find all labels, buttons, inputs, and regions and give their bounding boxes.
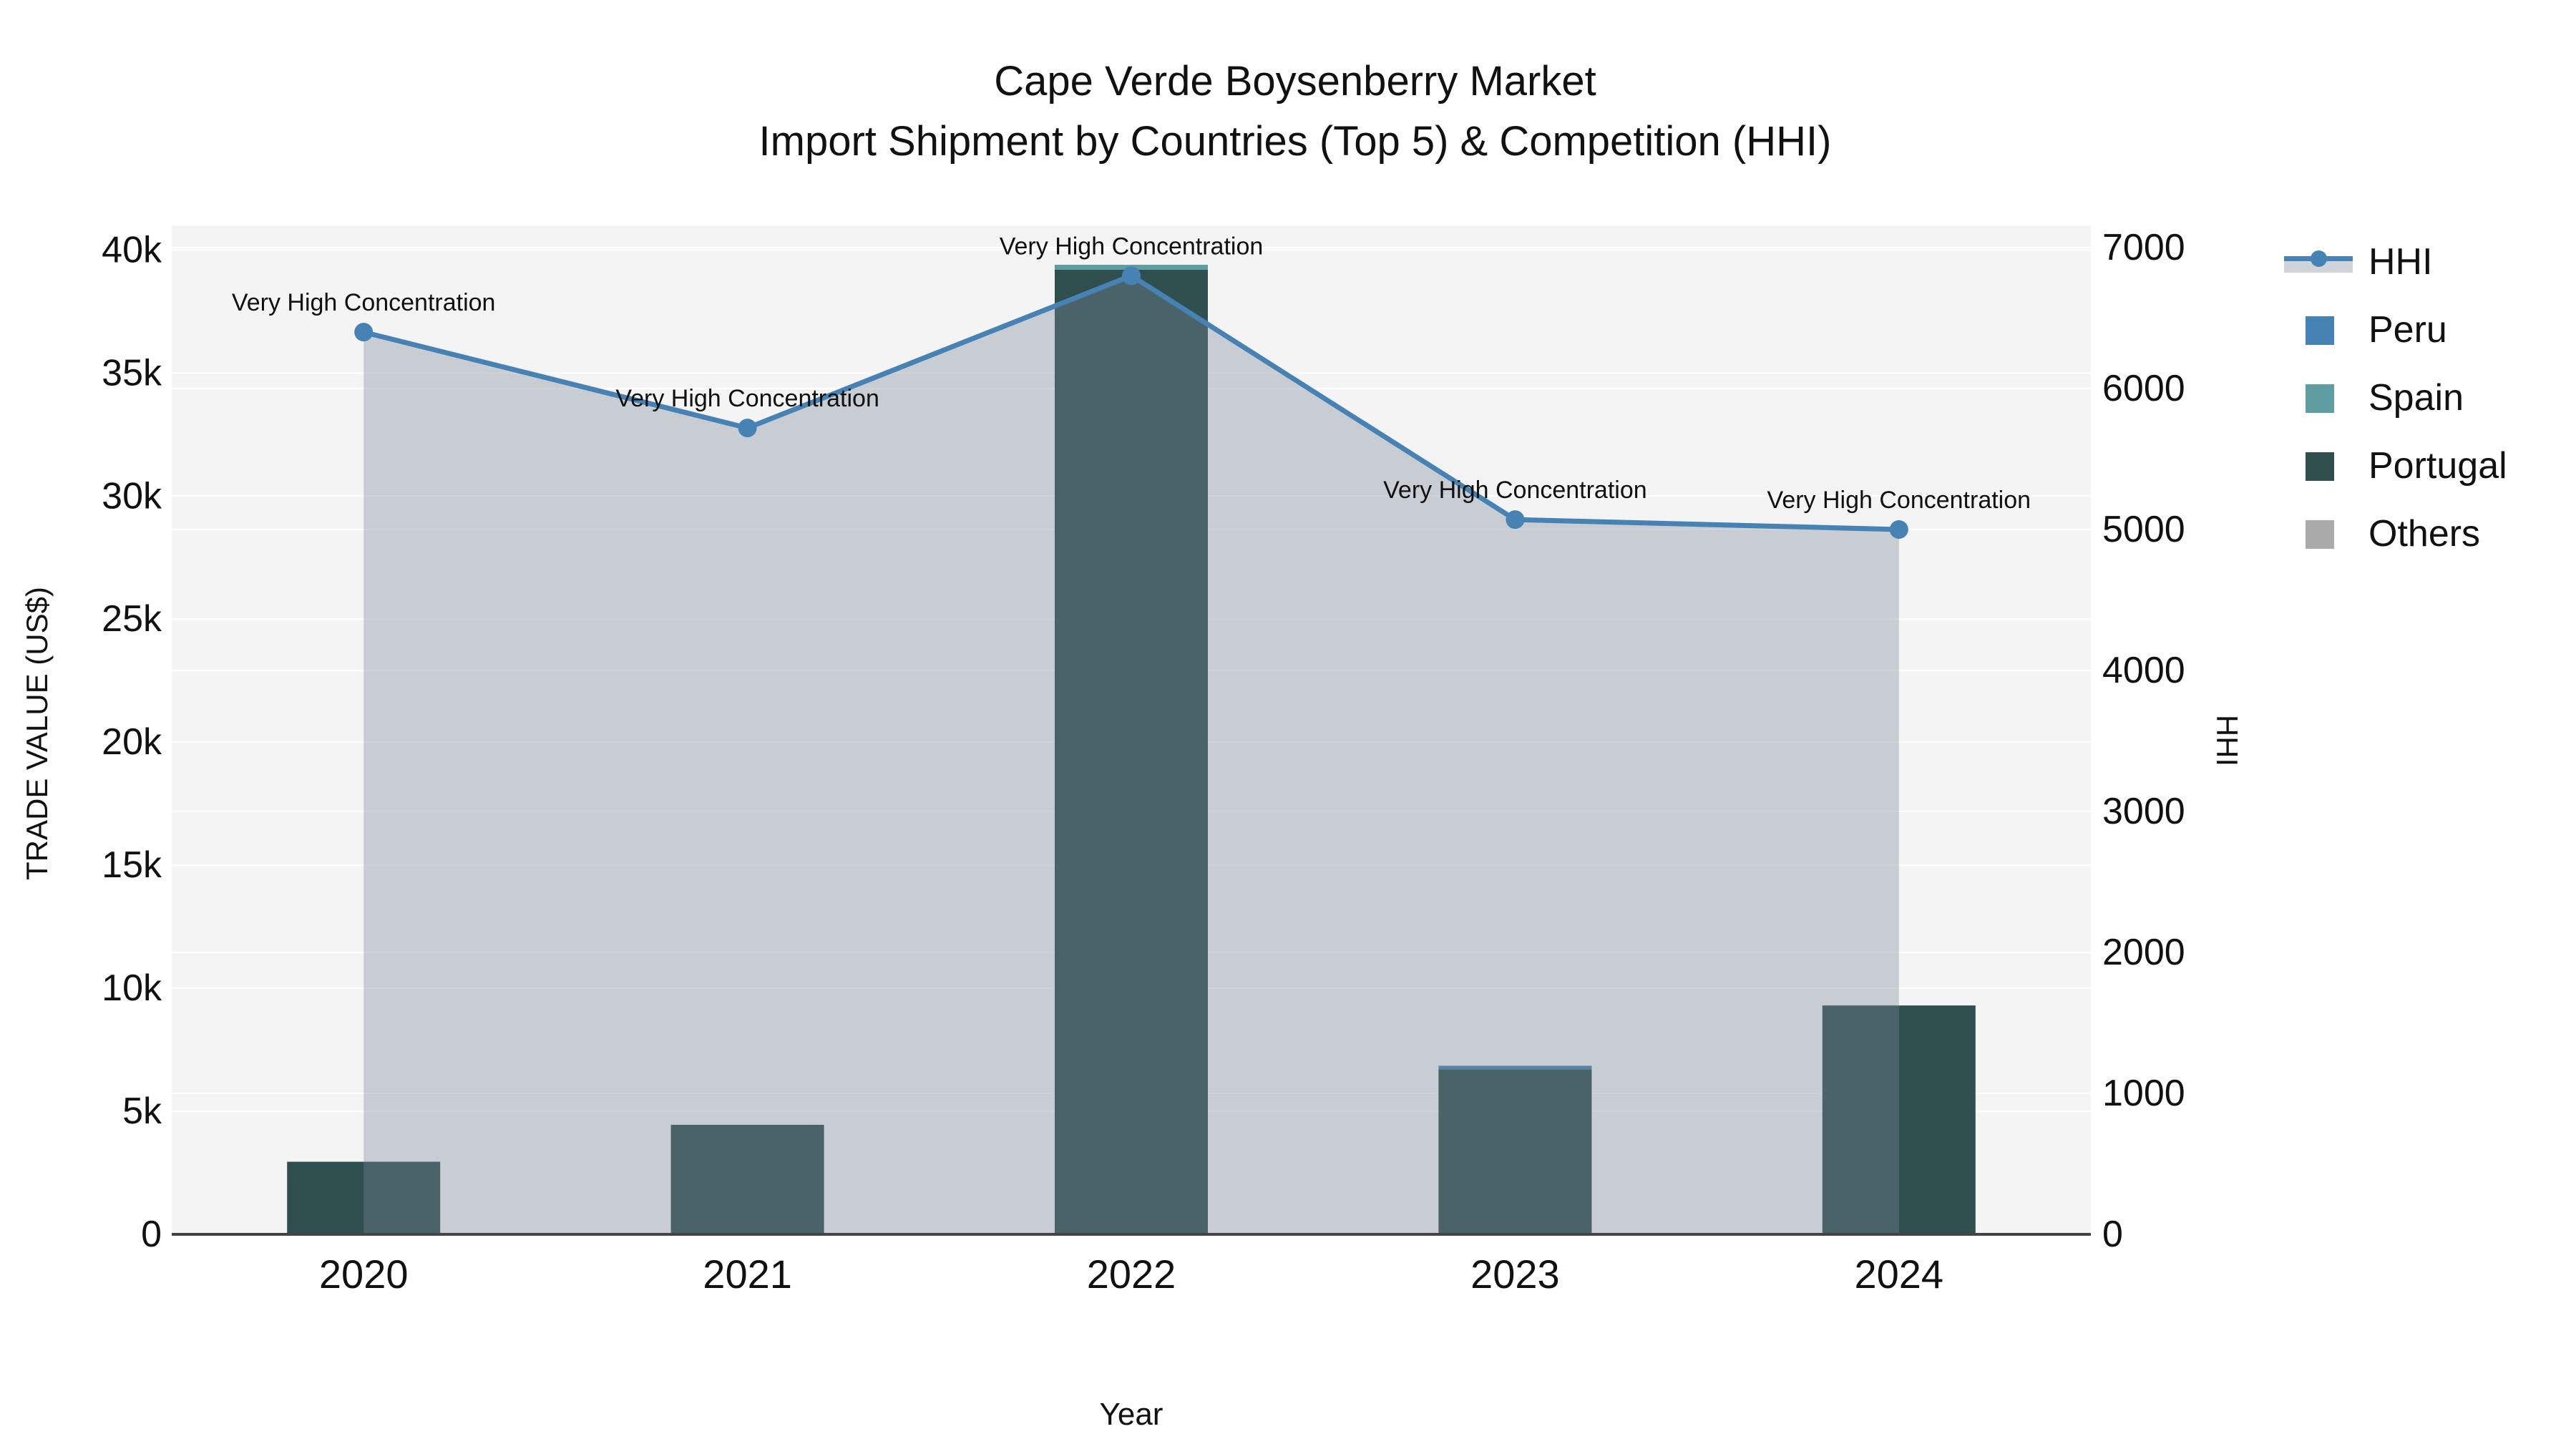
legend-item-others[interactable]: Others	[2284, 499, 2507, 567]
hhi-marker-2020	[354, 323, 374, 342]
legend-item-spain[interactable]: Spain	[2284, 364, 2507, 431]
legend-item-hhi[interactable]: HHI	[2284, 228, 2507, 296]
annotation-2020: Very High Concentration	[232, 289, 496, 316]
hhi-marker-2024	[1889, 519, 1908, 539]
bar-2023-portugal	[1438, 1069, 1592, 1234]
bar-2023-peru	[1438, 1065, 1592, 1070]
hhi-marker-2023	[1506, 510, 1525, 530]
legend-label: Peru	[2368, 308, 2447, 351]
x-axis-title: Year	[1099, 1397, 1163, 1432]
right-tick-2000: 2000	[2102, 932, 2185, 973]
x-tick-2024: 2024	[1855, 1252, 1944, 1297]
right-tick-5000: 5000	[2102, 509, 2185, 550]
x-tick-2022: 2022	[1087, 1252, 1176, 1297]
annotation-2021: Very High Concentration	[615, 385, 879, 412]
hhi-line-marker-icon	[2284, 246, 2356, 278]
color-swatch-icon	[2284, 450, 2356, 482]
legend-label: HHI	[2368, 240, 2433, 283]
left-tick-30k: 30k	[102, 475, 162, 517]
legend-label: Others	[2368, 512, 2481, 555]
legend-item-peru[interactable]: Peru	[2284, 296, 2507, 364]
hhi-area-fill	[364, 275, 1899, 1235]
bar-2021-portugal	[670, 1124, 824, 1234]
right-tick-6000: 6000	[2102, 368, 2185, 409]
left-tick-15k: 15k	[102, 844, 162, 886]
annotation-2024: Very High Concentration	[1767, 487, 2031, 514]
legend-label: Spain	[2368, 376, 2464, 419]
color-swatch-icon	[2284, 518, 2356, 550]
x-tick-2021: 2021	[703, 1252, 792, 1297]
chart-title-line1: Cape Verde Boysenberry Market	[994, 58, 1596, 104]
legend-label: Portugal	[2368, 444, 2507, 487]
left-tick-20k: 20k	[102, 721, 162, 763]
chart-title: Cape Verde Boysenberry Market Import Shi…	[759, 52, 1832, 172]
left-tick-5k: 5k	[122, 1091, 162, 1132]
bar-2024-portugal	[1822, 1005, 1976, 1234]
left-tick-10k: 10k	[102, 967, 162, 1009]
right-tick-0: 0	[2102, 1214, 2123, 1255]
x-tick-2023: 2023	[1470, 1252, 1560, 1297]
right-axis-title: HHI	[2210, 714, 2244, 767]
legend: HHI Peru Spain Portugal Others	[2284, 228, 2507, 567]
legend-item-portugal[interactable]: Portugal	[2284, 431, 2507, 499]
hhi-marker-2022	[1122, 266, 1141, 286]
bar-2020-portugal	[287, 1161, 441, 1234]
color-swatch-icon	[2284, 382, 2356, 414]
left-tick-0: 0	[141, 1214, 162, 1255]
hhi-marker-2021	[738, 419, 757, 438]
color-swatch-icon	[2284, 314, 2356, 346]
left-tick-35k: 35k	[102, 352, 162, 394]
right-tick-3000: 3000	[2102, 791, 2185, 832]
x-tick-2020: 2020	[319, 1252, 409, 1297]
left-axis-title: TRADE VALUE (US$)	[20, 587, 54, 880]
chart-title-line2: Import Shipment by Countries (Top 5) & C…	[758, 118, 1832, 165]
annotation-2023: Very High Concentration	[1383, 477, 1647, 504]
left-tick-40k: 40k	[102, 229, 162, 270]
right-tick-1000: 1000	[2102, 1073, 2185, 1114]
right-tick-4000: 4000	[2102, 650, 2185, 691]
right-tick-7000: 7000	[2102, 227, 2185, 268]
bar-2022-portugal	[1055, 269, 1208, 1234]
annotation-2022: Very High Concentration	[1000, 233, 1264, 260]
left-tick-25k: 25k	[102, 598, 162, 640]
